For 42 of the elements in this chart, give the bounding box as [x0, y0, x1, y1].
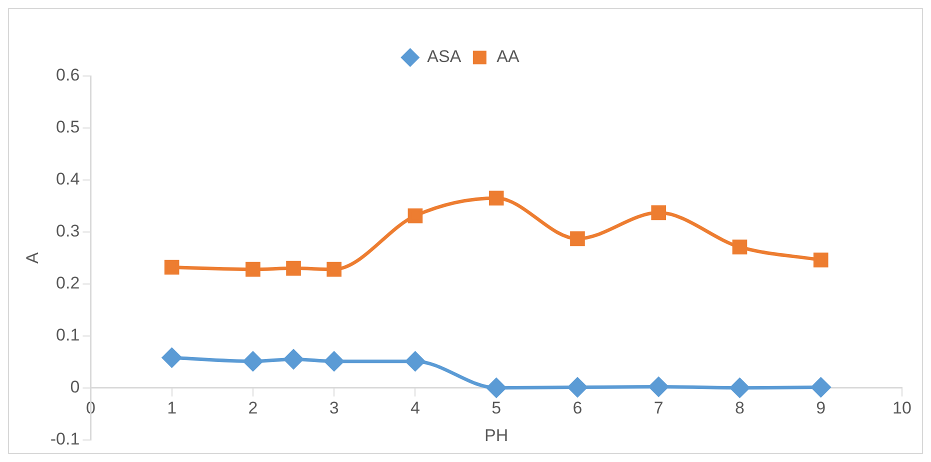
legend-label: AA	[496, 47, 520, 66]
point	[488, 190, 504, 206]
point	[648, 377, 668, 397]
point	[408, 208, 423, 224]
y-tick-label: 0.3	[56, 222, 80, 241]
point	[324, 352, 344, 372]
point	[486, 378, 506, 398]
x-tick-label: 9	[816, 398, 826, 418]
y-tick-label: 0.6	[56, 66, 80, 85]
y-tick-label: 0.5	[56, 118, 80, 137]
point	[162, 348, 182, 368]
point	[326, 262, 342, 277]
point	[570, 231, 585, 246]
x-tick-label: 1	[167, 398, 177, 418]
point	[246, 262, 260, 277]
x-axis-title: PH	[484, 426, 508, 446]
point	[730, 378, 750, 398]
x-tick-label: 7	[654, 398, 664, 418]
x-tick-label: 6	[572, 398, 582, 418]
point	[811, 378, 831, 398]
y-tick-label: 0.4	[56, 170, 80, 189]
x-tick-label: 2	[248, 398, 258, 418]
y-tick-label: -0.1	[50, 429, 80, 448]
point	[568, 378, 588, 398]
point	[243, 352, 263, 372]
point	[813, 252, 828, 268]
x-tick-label: 5	[492, 398, 502, 418]
y-tick-label: 0.1	[56, 326, 80, 345]
x-tick-label: 4	[410, 398, 420, 418]
x-tick-label: 8	[735, 398, 744, 418]
point	[651, 205, 666, 220]
point	[164, 260, 180, 275]
point	[286, 260, 301, 276]
point	[405, 352, 425, 372]
y-axis-title: A	[22, 252, 42, 264]
x-tick-label: 10	[892, 398, 912, 418]
y-tick-label: 0	[70, 378, 80, 397]
y-tick-label: 0.2	[56, 274, 80, 293]
point	[732, 240, 748, 254]
x-tick-label: 3	[329, 398, 339, 418]
point	[284, 349, 304, 369]
legend-label: ASA	[427, 47, 462, 66]
